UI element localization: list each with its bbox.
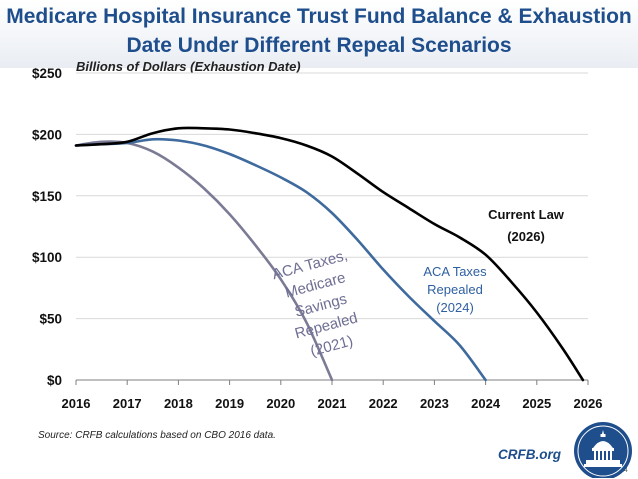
y-tick-label: $0: [47, 373, 62, 388]
y-tick-label: $50: [39, 312, 62, 327]
header-band: [0, 0, 638, 68]
x-tick-label: 2020: [266, 396, 295, 411]
y-tick-label: $200: [32, 127, 62, 142]
x-tick-label: 2022: [369, 396, 398, 411]
series-label-aca_taxes_repealed: ACA Taxes Repealed (2024): [423, 264, 487, 315]
series-line-current_law: [74, 126, 585, 382]
source-note: Source: CRFB calculations based on CBO 2…: [38, 430, 276, 441]
x-tick-label: 2026: [574, 396, 603, 411]
slide-title: Medicare Hospital Insurance Trust Fund B…: [6, 5, 632, 57]
chart-subtitle: Billions of Dollars (Exhaustion Date): [76, 59, 301, 74]
grid-lines: [76, 72, 588, 320]
x-tick-label: 2019: [215, 396, 244, 411]
capitol-dome-seal-icon: [574, 422, 632, 478]
website-link[interactable]: CRFB.org: [498, 447, 561, 462]
series-label-aca_taxes_medicare_savings_repealed: ACA Taxes,MedicareSavingsRepealed(2021): [270, 247, 371, 365]
x-tick-label: 2016: [62, 396, 91, 411]
x-tick-label: 2018: [164, 396, 193, 411]
x-tick-label: 2021: [318, 396, 347, 411]
series-lines: [74, 126, 585, 382]
x-tick-label: 2023: [420, 396, 449, 411]
x-tick-label: 2025: [522, 396, 551, 411]
series-line-aca_taxes_repealed: [74, 137, 487, 382]
x-tick-label: 2024: [471, 396, 501, 411]
x-tick-label: 2017: [113, 396, 142, 411]
y-tick-label: $250: [32, 66, 62, 81]
series-label-current_law: Current Law (2026): [488, 207, 565, 244]
y-tick-label: $100: [32, 250, 62, 265]
y-tick-label: $150: [32, 189, 62, 204]
